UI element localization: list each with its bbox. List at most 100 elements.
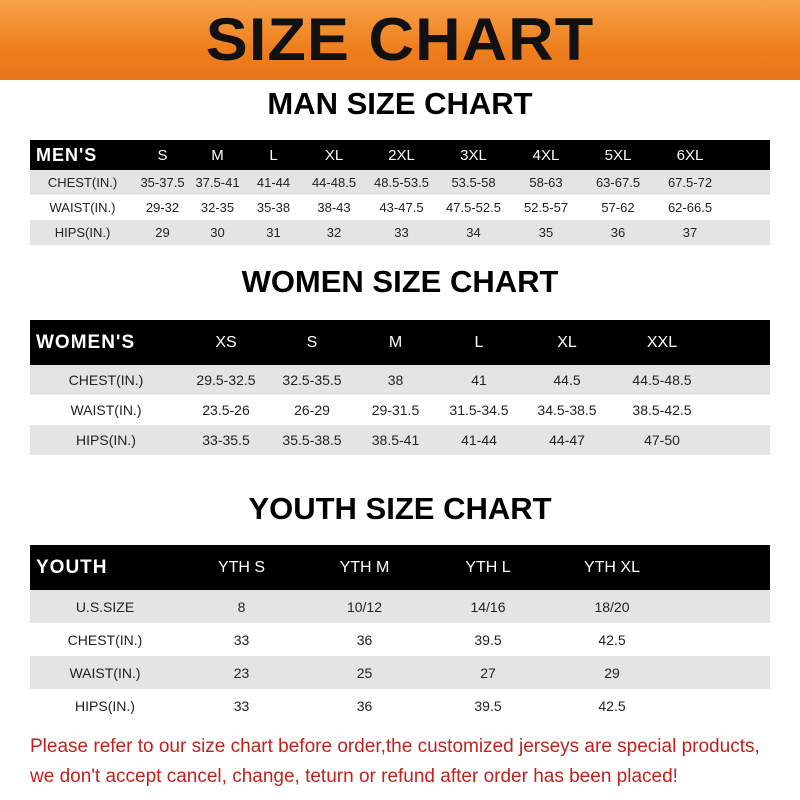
cell-value: 33: [394, 225, 409, 240]
size-header: YTH L: [465, 558, 511, 576]
cell-value: 42.5: [598, 697, 626, 714]
cell-value: 32-35: [200, 200, 235, 215]
cell-value: 30: [210, 225, 225, 240]
header-row: MEN'S S M L XL 2XL 3XL 4XL 5XL 6XL: [30, 140, 770, 170]
table-label: YOUTH: [36, 556, 108, 578]
cell-value: 38: [387, 372, 404, 388]
cell-value: 37: [682, 225, 698, 240]
size-header: 3XL: [460, 146, 487, 164]
size-header: XS: [215, 333, 237, 351]
table-row: CHEST(IN.) 33 36 39.5 42.5: [30, 623, 770, 656]
cell-value: 57-62: [601, 200, 635, 215]
cell-value: 44.5-48.5: [632, 372, 692, 388]
cell-value: 44-48.5: [311, 175, 357, 190]
size-header: 4XL: [532, 146, 560, 164]
size-header: XXL: [646, 333, 678, 351]
row-label: CHEST(IN.): [47, 175, 118, 190]
cell-value: 29: [155, 225, 170, 240]
row-label: CHEST(IN.): [68, 372, 144, 388]
size-header: L: [269, 146, 278, 164]
cell-value: 44-47: [549, 432, 585, 448]
size-header: XL: [324, 146, 344, 164]
note-line-2: we don't accept cancel, change, teturn o…: [30, 766, 678, 787]
table-row: WAIST(IN.) 29-32 32-35 35-38 38-43 43-47.5 47.…: [30, 195, 770, 220]
youth-title: YOUTH SIZE CHART: [248, 491, 552, 526]
cell-value: 31: [266, 225, 281, 240]
cell-value: 38.5-42.5: [632, 402, 692, 418]
cell-value: 41: [471, 372, 487, 388]
table-row: CHEST(IN.) 35-37.5 37.5-41 41-44 44-48.5 48.5…: [30, 170, 770, 195]
size-header: S: [157, 146, 168, 164]
cell-value: 58-63: [529, 175, 563, 190]
cell-value: 35-37.5: [140, 175, 185, 190]
cell-value: 8: [237, 598, 246, 615]
row-label: CHEST(IN.): [67, 631, 143, 648]
table-row: HIPS(IN.) 29 30 31 32 33 34 35 36 37: [30, 220, 770, 245]
cell-value: 23.5-26: [202, 402, 250, 418]
banner-title: SIZE CHART: [205, 6, 595, 73]
cell-value: 67.5-72: [667, 175, 713, 190]
women-title: WOMEN SIZE CHART: [241, 264, 559, 299]
cell-value: 44.5: [553, 372, 581, 388]
refund-note: Please refer to our size chart before or…: [30, 732, 790, 792]
cell-value: 41-44: [461, 432, 497, 448]
size-header: M: [388, 333, 403, 351]
size-header: M: [211, 146, 224, 164]
size-header: 5XL: [604, 146, 632, 164]
cell-value: 35: [538, 225, 554, 240]
size-header: L: [474, 333, 484, 351]
men-title: MAN SIZE CHART: [267, 86, 533, 121]
row-label: WAIST(IN.): [49, 200, 116, 215]
cell-value: 47.5-52.5: [446, 200, 501, 215]
cell-value: 29.5-32.5: [196, 372, 256, 388]
cell-value: 36: [356, 631, 373, 648]
banner: SIZE CHART: [0, 0, 800, 80]
cell-value: 29-31.5: [371, 402, 420, 418]
cell-value: 31.5-34.5: [449, 402, 509, 418]
table-label: WOMEN'S: [36, 331, 136, 353]
cell-value: 38.5-41: [371, 432, 420, 448]
size-header: YTH M: [339, 558, 390, 576]
cell-value: 29-32: [145, 200, 180, 215]
cell-value: 38-43: [317, 200, 351, 215]
youth-table: YOUTH YTH S YTH M YTH L YTH XL U.S.SIZE 8 10/12…: [30, 545, 770, 722]
cell-value: 52.5-57: [523, 200, 569, 215]
cell-value: 39.5: [474, 697, 502, 714]
cell-value: 36: [610, 225, 626, 240]
cell-value: 36: [356, 697, 373, 714]
row-label: WAIST(IN.): [69, 664, 141, 681]
cell-value: 33: [233, 631, 250, 648]
table-row: WAIST(IN.) 23.5-26 26-29 29-31.5 31.5-34.5 34…: [30, 395, 770, 425]
cell-value: 53.5-58: [451, 175, 496, 190]
row-label: HIPS(IN.): [54, 225, 111, 240]
cell-value: 48.5-53.5: [374, 175, 429, 190]
cell-value: 34: [466, 225, 481, 240]
table-row: CHEST(IN.) 29.5-32.5 32.5-35.5 38 41 44.5 44.5…: [30, 365, 770, 395]
cell-value: 23: [233, 664, 250, 681]
cell-value: 25: [356, 664, 373, 681]
cell-value: 63-67.5: [595, 175, 641, 190]
cell-value: 47-50: [644, 432, 680, 448]
table-row: HIPS(IN.) 33 36 39.5 42.5: [30, 689, 770, 722]
table-row: HIPS(IN.) 33-35.5 35.5-38.5 38.5-41 41-44 44-…: [30, 425, 770, 455]
size-header: YTH XL: [583, 558, 640, 576]
header-row: WOMEN'S XS S M L XL XXL: [30, 320, 770, 365]
table-label: MEN'S: [36, 144, 98, 165]
cell-value: 37.5-41: [195, 175, 240, 190]
cell-value: 33-35.5: [202, 432, 250, 448]
cell-value: 32: [326, 225, 342, 240]
size-header: S: [306, 333, 318, 351]
cell-value: 32.5-35.5: [282, 372, 342, 388]
row-label: U.S.SIZE: [75, 598, 135, 615]
row-label: WAIST(IN.): [70, 402, 142, 418]
cell-value: 62-66.5: [667, 200, 713, 215]
cell-value: 14/16: [470, 598, 506, 615]
table-row: WAIST(IN.) 23 25 27 29: [30, 656, 770, 689]
size-header: 6XL: [676, 146, 704, 164]
cell-value: 27: [480, 664, 496, 681]
size-header: XL: [557, 333, 577, 351]
men-table: MEN'S S M L XL 2XL 3XL 4XL 5XL 6XL CHEST(IN.) 35-37…: [30, 140, 770, 245]
row-label: HIPS(IN.): [76, 432, 136, 448]
size-header: 2XL: [388, 146, 415, 164]
cell-value: 26-29: [294, 402, 330, 418]
